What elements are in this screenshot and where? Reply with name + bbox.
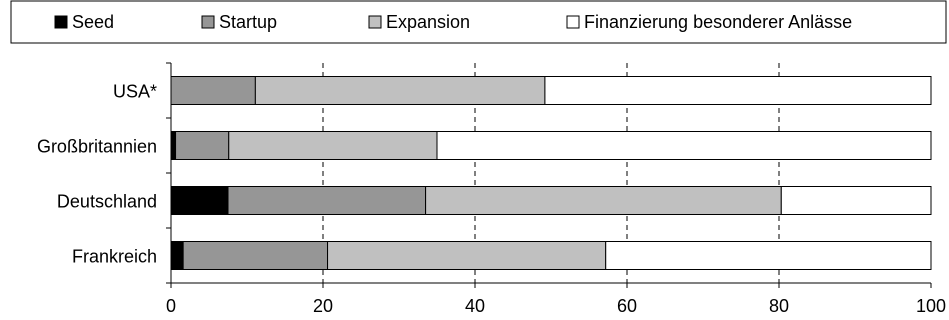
x-tick-label: 20 bbox=[313, 296, 333, 316]
legend-label: Finanzierung besonderer Anlässe bbox=[584, 12, 852, 32]
bar-segment bbox=[436, 131, 932, 160]
bar-segment bbox=[254, 76, 546, 105]
legend-swatch bbox=[566, 15, 580, 29]
bar-segment bbox=[170, 131, 177, 160]
x-tick-label: 40 bbox=[465, 296, 485, 316]
category-label: Großbritannien bbox=[37, 137, 157, 157]
legend-label: Seed bbox=[72, 12, 114, 32]
bar-segment bbox=[170, 241, 184, 270]
bar-segment bbox=[227, 186, 427, 215]
legend-swatch bbox=[201, 15, 215, 29]
legend-label: Expansion bbox=[386, 12, 470, 32]
bar-segment bbox=[780, 186, 932, 215]
x-tick-label: 100 bbox=[916, 296, 946, 316]
category-label: Frankreich bbox=[72, 247, 157, 267]
bar-segment bbox=[182, 241, 329, 270]
bar-segment bbox=[170, 186, 229, 215]
bar-segment bbox=[544, 76, 932, 105]
legend-label: Startup bbox=[219, 12, 277, 32]
legend-swatch bbox=[54, 15, 68, 29]
x-tick-label: 0 bbox=[166, 296, 176, 316]
plot-area: USA* Großbritannien Deutschland Frankreich 0… bbox=[37, 62, 946, 316]
bar-segment bbox=[170, 76, 256, 105]
x-tick-label: 60 bbox=[617, 296, 637, 316]
bar-segment bbox=[228, 131, 438, 160]
category-label: Deutschland bbox=[57, 192, 157, 212]
category-label: USA* bbox=[113, 82, 157, 102]
legend-swatch bbox=[368, 15, 382, 29]
bar-segment bbox=[327, 241, 607, 270]
bar-segment bbox=[605, 241, 932, 270]
legend-frame bbox=[10, 0, 947, 44]
bar-segment bbox=[425, 186, 782, 215]
bar-segment bbox=[175, 131, 230, 160]
legend: Seed Startup Expansion Finanzierung besonde… bbox=[10, 0, 947, 44]
x-tick-label: 80 bbox=[769, 296, 789, 316]
